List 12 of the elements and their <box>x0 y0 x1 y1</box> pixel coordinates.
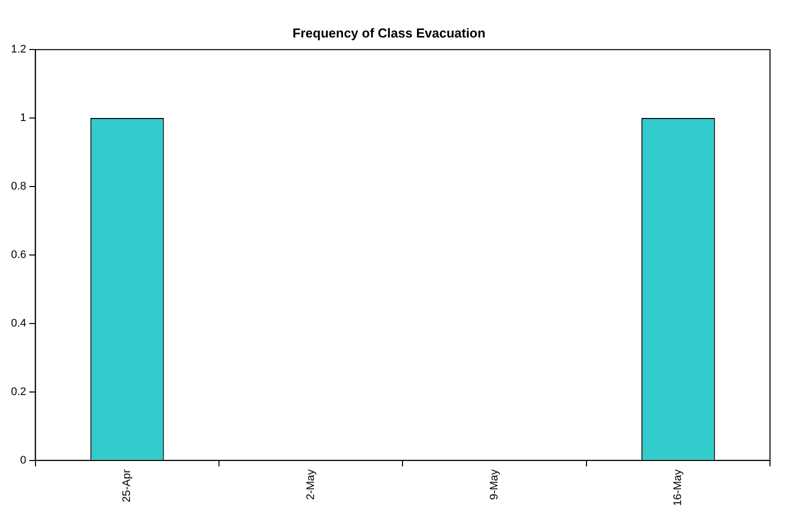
y-tick-label: 0.8 <box>10 180 26 193</box>
x-tick-label: 9-May <box>488 468 501 500</box>
y-tick-label: 0 <box>20 454 26 466</box>
y-tick-label: 1.2 <box>10 44 26 56</box>
chart-title: Frequency of Class Evacuation <box>292 25 486 40</box>
x-tick-label: 16-May <box>672 468 684 506</box>
x-tick-label: 25-Apr <box>121 469 134 502</box>
y-tick-label: 0.6 <box>10 248 26 261</box>
y-tick-label: 0.2 <box>10 386 26 398</box>
y-tick-label: 1 <box>20 112 26 124</box>
x-tick-label: 2-May <box>304 468 317 500</box>
y-tick-label: 0.4 <box>10 317 26 330</box>
